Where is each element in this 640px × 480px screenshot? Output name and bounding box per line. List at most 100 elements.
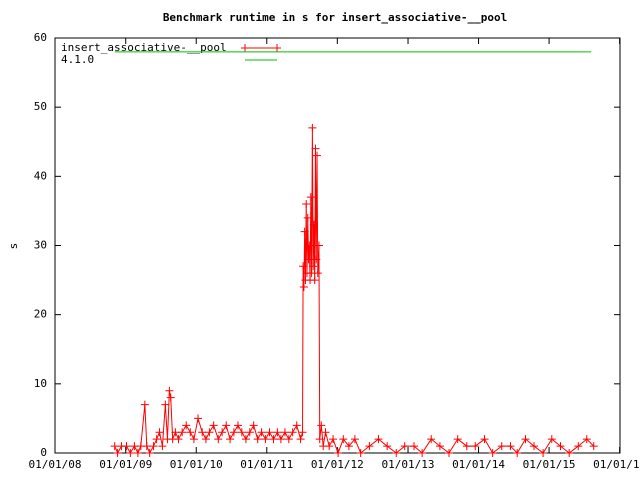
data-point — [288, 428, 297, 437]
x-tick-label: 01/01/11 — [240, 458, 293, 471]
data-point — [339, 435, 348, 444]
data-point — [133, 449, 142, 457]
data-point — [306, 193, 315, 202]
x-tick-label: 01/01/13 — [382, 458, 435, 471]
data-point — [229, 428, 238, 437]
data-point — [193, 414, 202, 423]
data-point — [198, 428, 207, 437]
data-point — [308, 123, 317, 132]
data-point — [462, 442, 471, 451]
data-point — [314, 241, 323, 250]
data-point — [122, 442, 131, 451]
data-point — [547, 435, 556, 444]
data-point — [165, 386, 174, 395]
data-point — [226, 435, 235, 444]
data-point — [471, 442, 480, 451]
data-point — [276, 435, 285, 444]
data-point — [140, 400, 149, 409]
data-point — [152, 435, 161, 444]
data-point — [110, 442, 119, 451]
x-tick-label: 01/01/12 — [311, 458, 364, 471]
data-point — [265, 428, 274, 437]
data-point — [365, 442, 374, 451]
data-point — [427, 435, 436, 444]
x-tick-label: 01/01/08 — [29, 458, 82, 471]
data-point — [298, 428, 307, 437]
data-point — [174, 435, 183, 444]
series — [110, 123, 598, 457]
legend-label: insert_associative-__pool — [61, 41, 227, 54]
data-point — [329, 435, 338, 444]
data-point — [257, 428, 266, 437]
data-point — [296, 435, 305, 444]
data-point — [453, 435, 462, 444]
data-point — [334, 449, 343, 457]
x-tick-label: 01/01/09 — [99, 458, 152, 471]
data-point — [303, 213, 312, 222]
y-tick-label: 20 — [34, 308, 47, 321]
data-point — [435, 442, 444, 451]
x-tick-label: 01/01/16 — [593, 458, 640, 471]
y-tick-label: 0 — [40, 446, 47, 459]
data-point — [513, 449, 522, 457]
data-point — [574, 442, 583, 451]
data-point — [309, 262, 318, 271]
data-point — [556, 442, 565, 451]
data-point — [299, 283, 308, 291]
data-point — [313, 269, 322, 278]
data-point — [284, 435, 293, 444]
x-tick-label: 01/01/14 — [452, 458, 505, 471]
data-point — [325, 442, 334, 451]
data-point — [497, 442, 506, 451]
data-point — [245, 428, 254, 437]
data-point — [392, 449, 401, 457]
data-point — [317, 421, 326, 430]
data-point — [218, 428, 227, 437]
data-point — [158, 442, 167, 451]
data-point — [321, 428, 330, 437]
y-tick-label: 60 — [34, 31, 47, 44]
data-point — [253, 435, 262, 444]
legend-marker — [241, 44, 249, 52]
data-point — [302, 200, 311, 208]
data-point — [142, 442, 151, 451]
data-point — [205, 428, 214, 437]
data-point — [166, 393, 175, 402]
data-point — [273, 428, 282, 437]
data-point — [299, 262, 308, 271]
data-point — [145, 449, 154, 457]
data-point — [310, 276, 319, 285]
data-point — [400, 442, 409, 451]
data-point — [312, 255, 321, 264]
data-point — [189, 435, 198, 444]
data-point — [344, 442, 353, 451]
data-point — [418, 449, 427, 457]
data-point — [315, 435, 324, 444]
data-point — [237, 428, 246, 437]
data-point — [565, 449, 574, 457]
data-point — [182, 421, 191, 430]
data-point — [521, 435, 530, 444]
data-point — [241, 435, 250, 444]
data-point — [214, 435, 223, 444]
data-point — [383, 442, 392, 451]
data-point — [261, 435, 270, 444]
data-point — [305, 241, 314, 250]
data-point — [582, 435, 591, 444]
data-point — [126, 449, 135, 457]
data-point — [350, 435, 359, 444]
data-point — [589, 442, 598, 451]
data-point — [539, 449, 548, 457]
data-point — [311, 144, 320, 153]
data-point — [506, 442, 515, 451]
y-axis-label: s — [7, 243, 20, 250]
data-point — [171, 428, 180, 437]
data-point — [444, 449, 453, 457]
y-tick-label: 40 — [34, 169, 47, 182]
y-tick-label: 50 — [34, 100, 47, 113]
data-point — [410, 442, 419, 451]
data-point — [313, 151, 322, 160]
chart-title: Benchmark runtime in s for insert_associ… — [163, 11, 507, 24]
